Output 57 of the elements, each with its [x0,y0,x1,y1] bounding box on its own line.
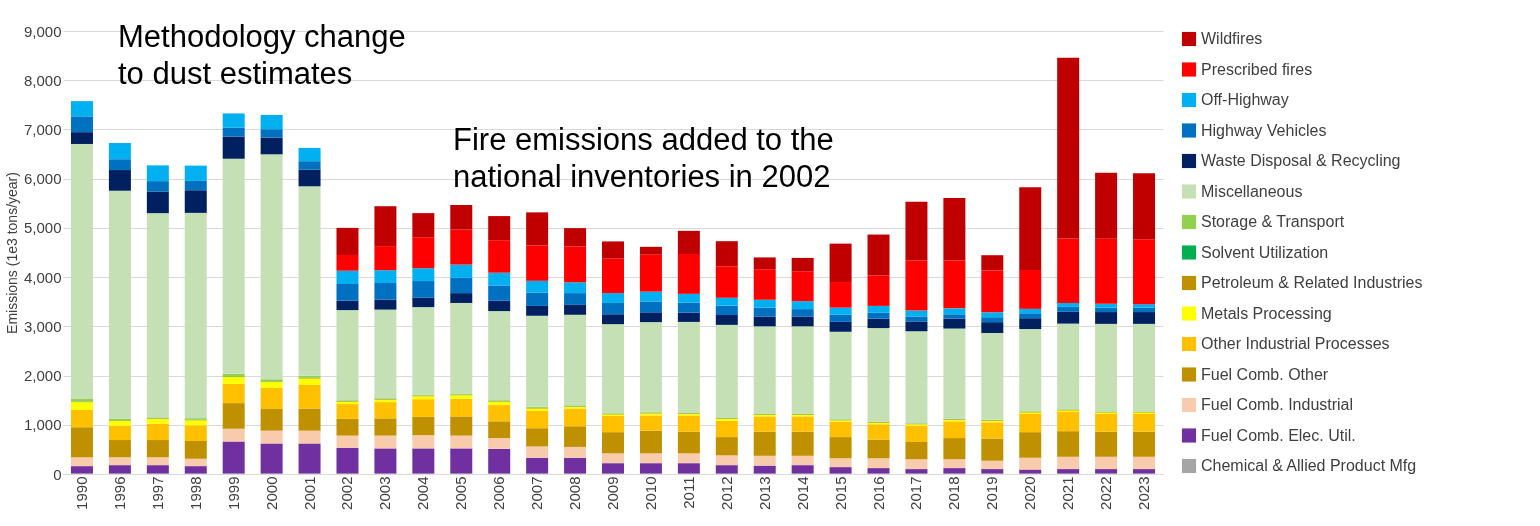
x-tick-label: 2000 [262,476,280,510]
x-tick-label: 2020 [1021,476,1039,510]
x-tick-label: 2002 [338,476,356,510]
x-tick-label: 2016 [869,476,887,510]
legend-label: Other Industrial Processes [1201,335,1390,352]
x-tick-label: 2001 [300,476,318,510]
legend-label: Wildfires [1201,30,1263,47]
x-tick-label: 1997 [148,476,166,510]
x-tick-label: 1999 [224,476,242,510]
legend-label: Fuel Comb. Elec. Util. [1201,426,1356,444]
y-tick-label: 1,000 [23,416,62,434]
legend-label: Storage & Transport [1201,213,1345,230]
legend-label: Fuel Comb. Other [1201,365,1329,383]
x-tick-label: 1998 [186,476,204,510]
x-tick-label: 2007 [528,476,546,510]
y-tick-label: 7,000 [23,120,62,138]
x-tick-label: 2010 [641,476,659,510]
y-tick-label: 9,000 [23,22,62,40]
y-tick-label: 6,000 [23,170,62,188]
legend-label: Prescribed fires [1201,60,1313,78]
x-tick-label: 2004 [414,476,432,510]
x-tick-label: 2023 [1135,476,1153,510]
x-tick-label: 2015 [831,476,849,510]
x-tick-label: 2003 [376,476,394,510]
y-tick-label: 0 [53,465,62,483]
legend-label: Metals Processing [1201,304,1332,322]
x-tick-label: 2022 [1097,476,1115,510]
legend-label: Waste Disposal & Recycling [1201,152,1401,169]
legend-label: Chemical & Allied Product Mfg [1201,457,1417,474]
y-axis-title: Emissions (1e3 tons/year) [3,172,20,334]
legend-label: Miscellaneous [1201,182,1303,200]
x-tick-label: 2014 [793,476,811,510]
y-tick-label: 5,000 [23,219,62,237]
x-tick-label: 2012 [717,476,735,510]
x-tick-label: 2019 [983,476,1001,510]
x-tick-label: 2008 [566,476,584,510]
legend-label: Fuel Comb. Industrial [1201,396,1354,413]
annotation: Fire emissions added to the national inventories in 2002 [453,122,834,195]
x-tick-label: 2017 [907,476,925,510]
x-tick-label: 2013 [755,476,773,510]
y-tick-label: 4,000 [23,268,62,286]
legend-label: Off-Highway [1201,91,1289,108]
y-tick-label: 3,000 [23,317,62,335]
x-tick-label: 2006 [490,476,508,510]
x-tick-label: 2018 [945,476,963,510]
y-tick-label: 2,000 [23,367,62,385]
legend-label: Petroleum & Related Industries [1201,274,1423,291]
x-tick-label: 2005 [452,476,470,510]
x-tick-label: 1996 [110,476,128,510]
x-tick-label: 2011 [679,476,697,509]
legend-label: Solvent Utilization [1201,243,1329,261]
x-tick-label: 1990 [72,476,90,510]
annotation: Methodology change to dust estimates [118,19,406,92]
y-tick-label: 8,000 [23,71,62,89]
x-tick-label: 2009 [604,476,621,510]
x-tick-label: 2021 [1059,476,1077,510]
legend-label: Highway Vehicles [1201,121,1327,139]
